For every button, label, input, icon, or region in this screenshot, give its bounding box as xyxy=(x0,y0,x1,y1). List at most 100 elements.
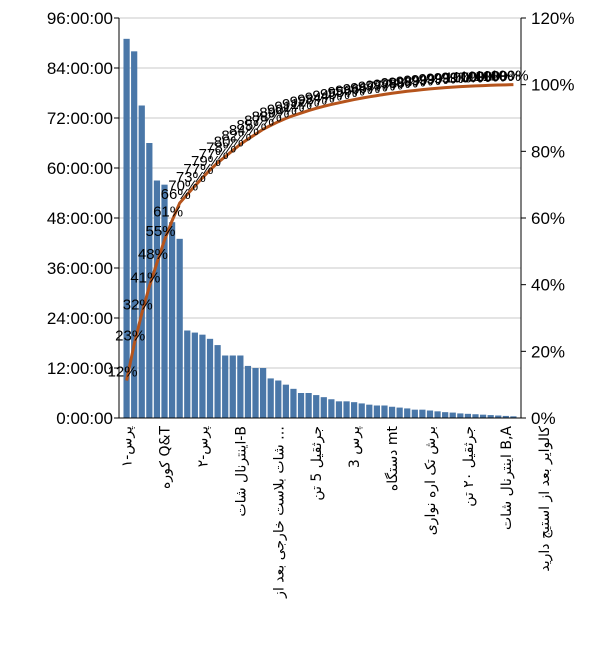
bar xyxy=(244,365,252,418)
x-axis-label: اینترنال شات-B xyxy=(233,426,249,517)
x-axis-label: پرس-۱ xyxy=(120,426,136,467)
x-axis-labels: پرس-۱ کوره Q&T پرس-۲ اینترنال شات-B شات بلاس… xyxy=(120,425,553,598)
bar xyxy=(237,355,244,418)
bar xyxy=(366,404,373,418)
bar xyxy=(381,405,388,418)
cumulative-data-label: 98% xyxy=(381,75,411,92)
bar xyxy=(434,411,441,418)
cumulative-data-label: 85% xyxy=(237,117,267,134)
cumulative-data-label: 100% xyxy=(452,69,490,86)
cumulative-data-label: 90% xyxy=(267,101,297,118)
bar xyxy=(184,330,191,418)
right-axis-ticks: 0% 20% 40% 60% 80% 100% 120% xyxy=(521,9,574,428)
bar xyxy=(419,409,426,418)
cumulative-labels: 12%23%32%41%48%55%61%66%70%73%77%79%77%7… xyxy=(108,68,529,381)
bar xyxy=(351,402,358,418)
bar xyxy=(282,384,289,418)
right-tick-label: 120% xyxy=(531,9,574,28)
bar xyxy=(328,399,335,418)
cumulative-data-label: 23% xyxy=(115,327,145,344)
x-label-group: پرس 3 xyxy=(347,426,363,468)
bar xyxy=(449,412,456,418)
cumulative-data-label: 84% xyxy=(229,122,259,139)
bar xyxy=(335,401,343,418)
left-tick-label: 84:00:00 xyxy=(47,59,113,78)
cumulative-data-label: 41% xyxy=(130,269,160,286)
bar xyxy=(191,332,198,418)
cumulative-data-label: 98% xyxy=(388,74,418,91)
bar xyxy=(214,345,221,418)
cumulative-data-label: 79% xyxy=(191,153,221,170)
bar xyxy=(411,409,418,418)
bar xyxy=(131,51,138,418)
bar xyxy=(252,368,259,418)
cumulative-data-label: 91% xyxy=(274,99,304,116)
gridlines xyxy=(119,17,521,369)
right-tick-label: 100% xyxy=(531,76,574,95)
x-axis-label: پرس-۲ xyxy=(195,426,211,467)
x-label-group: پرس-۲ xyxy=(195,426,211,467)
bars xyxy=(123,38,517,418)
bar xyxy=(479,414,487,418)
bar xyxy=(404,408,411,418)
x-label-group: اینترنال شات B,A xyxy=(499,426,515,530)
cumulative-data-label: 100% xyxy=(475,68,513,85)
bar xyxy=(267,378,274,418)
bar xyxy=(457,413,464,418)
cumulative-data-label: 77% xyxy=(183,161,213,178)
bar xyxy=(510,416,517,418)
right-tick-label: 60% xyxy=(531,209,565,228)
left-tick-label: 72:00:00 xyxy=(47,109,113,128)
right-tick-label: 40% xyxy=(531,276,565,295)
bar xyxy=(495,415,502,418)
cumulative-data-label: 92% xyxy=(290,94,320,111)
bar xyxy=(176,238,183,418)
x-label-group: جرثقیل ۲۰ تن xyxy=(461,426,477,507)
bar xyxy=(426,410,434,418)
x-axis-label: جرثقیل ۲۰ تن xyxy=(461,426,477,507)
x-axis-label: جرثقیل 5 تن xyxy=(309,426,325,501)
bar xyxy=(442,412,449,418)
x-axis-label: شات بلاست خارجی بعد از … xyxy=(271,426,287,599)
cumulative-data-label: 98% xyxy=(396,73,426,90)
x-label-group: شات بلاست خارجی بعد از … xyxy=(271,426,287,599)
cumulative-data-label: 73% xyxy=(176,169,206,186)
x-label-group: پرس-۱ xyxy=(120,426,136,467)
cumulative-data-label: 100% xyxy=(490,68,528,85)
cumulative-data-label: 55% xyxy=(145,223,175,240)
cumulative-data-label: 96% xyxy=(350,80,380,97)
bar xyxy=(358,403,365,418)
left-tick-label: 48:00:00 xyxy=(47,209,113,228)
left-tick-label: 60:00:00 xyxy=(47,159,113,178)
cumulative-data-label: 97% xyxy=(358,79,388,96)
cumulative-data-label: 87% xyxy=(244,112,274,129)
cumulative-data-label: 94% xyxy=(305,89,335,106)
cumulative-data-label: 94% xyxy=(312,87,342,104)
bar xyxy=(123,38,130,418)
cumulative-data-label: 100% xyxy=(460,69,498,86)
cumulative-data-label: 99% xyxy=(411,72,441,89)
x-axis-label: کالوایر بعد از استیج دارید xyxy=(537,426,553,572)
x-axis-label: پرس 3 xyxy=(347,426,363,468)
cumulative-data-label: 96% xyxy=(335,83,365,100)
bar xyxy=(275,380,282,418)
bar xyxy=(260,368,267,418)
bar xyxy=(305,393,312,418)
cumulative-data-label: 77% xyxy=(199,146,229,163)
cumulative-data-label: 82% xyxy=(221,127,251,144)
bar xyxy=(373,405,380,418)
cumulative-data-label: 97% xyxy=(373,76,403,93)
left-tick-label: 24:00:00 xyxy=(47,309,113,328)
cumulative-data-label: 78% xyxy=(206,140,236,157)
bar xyxy=(222,355,229,418)
left-tick-label: 96:00:00 xyxy=(47,9,113,28)
cumulative-data-label: 99% xyxy=(403,73,433,90)
cumulative-data-label: 91% xyxy=(282,96,312,113)
right-tick-label: 20% xyxy=(531,342,565,361)
cumulative-line-path xyxy=(125,83,514,381)
cumulative-data-label: 88% xyxy=(252,108,282,125)
cumulative-data-label: 97% xyxy=(365,77,395,94)
x-label-group: کالوایر بعد از استیج دارید xyxy=(537,426,553,572)
cumulative-line xyxy=(125,83,514,381)
